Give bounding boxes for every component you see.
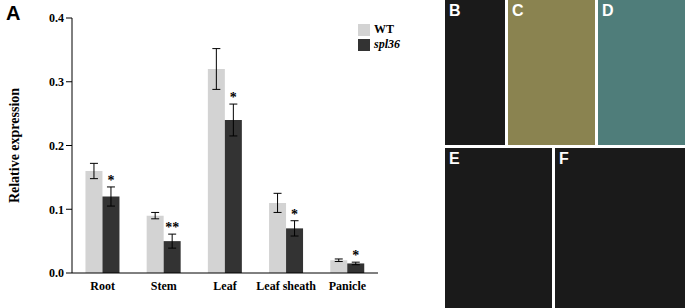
html-text:F: F (559, 150, 569, 167)
html-text:spl36: spl36 (374, 37, 400, 51)
svg-text:*: * (291, 207, 298, 222)
html-text:D: D (602, 2, 614, 19)
html-text:C: C (512, 2, 524, 19)
svg-text:*: * (230, 90, 237, 105)
html-text:B: B (449, 2, 461, 19)
svg-text:0.0: 0.0 (49, 266, 64, 280)
html-text:WT: WT (374, 22, 394, 36)
svg-text:0.3: 0.3 (49, 75, 64, 89)
svg-text:0.2: 0.2 (49, 139, 64, 153)
html-text:A: A (6, 2, 21, 24)
svg-text:Leaf: Leaf (213, 279, 237, 293)
svg-text:Root: Root (90, 279, 115, 293)
svg-text:Panicle: Panicle (329, 279, 367, 293)
svg-text:Leaf sheath: Leaf sheath (256, 279, 316, 293)
svg-text:0.1: 0.1 (49, 203, 64, 217)
svg-text:Relative expression: Relative expression (7, 88, 22, 203)
html-text:E: E (449, 150, 460, 167)
svg-text:**: ** (165, 220, 179, 235)
svg-text:0.4: 0.4 (49, 11, 64, 25)
svg-text:Stem: Stem (151, 279, 177, 293)
svg-text:*: * (352, 248, 359, 263)
svg-text:*: * (107, 173, 114, 188)
